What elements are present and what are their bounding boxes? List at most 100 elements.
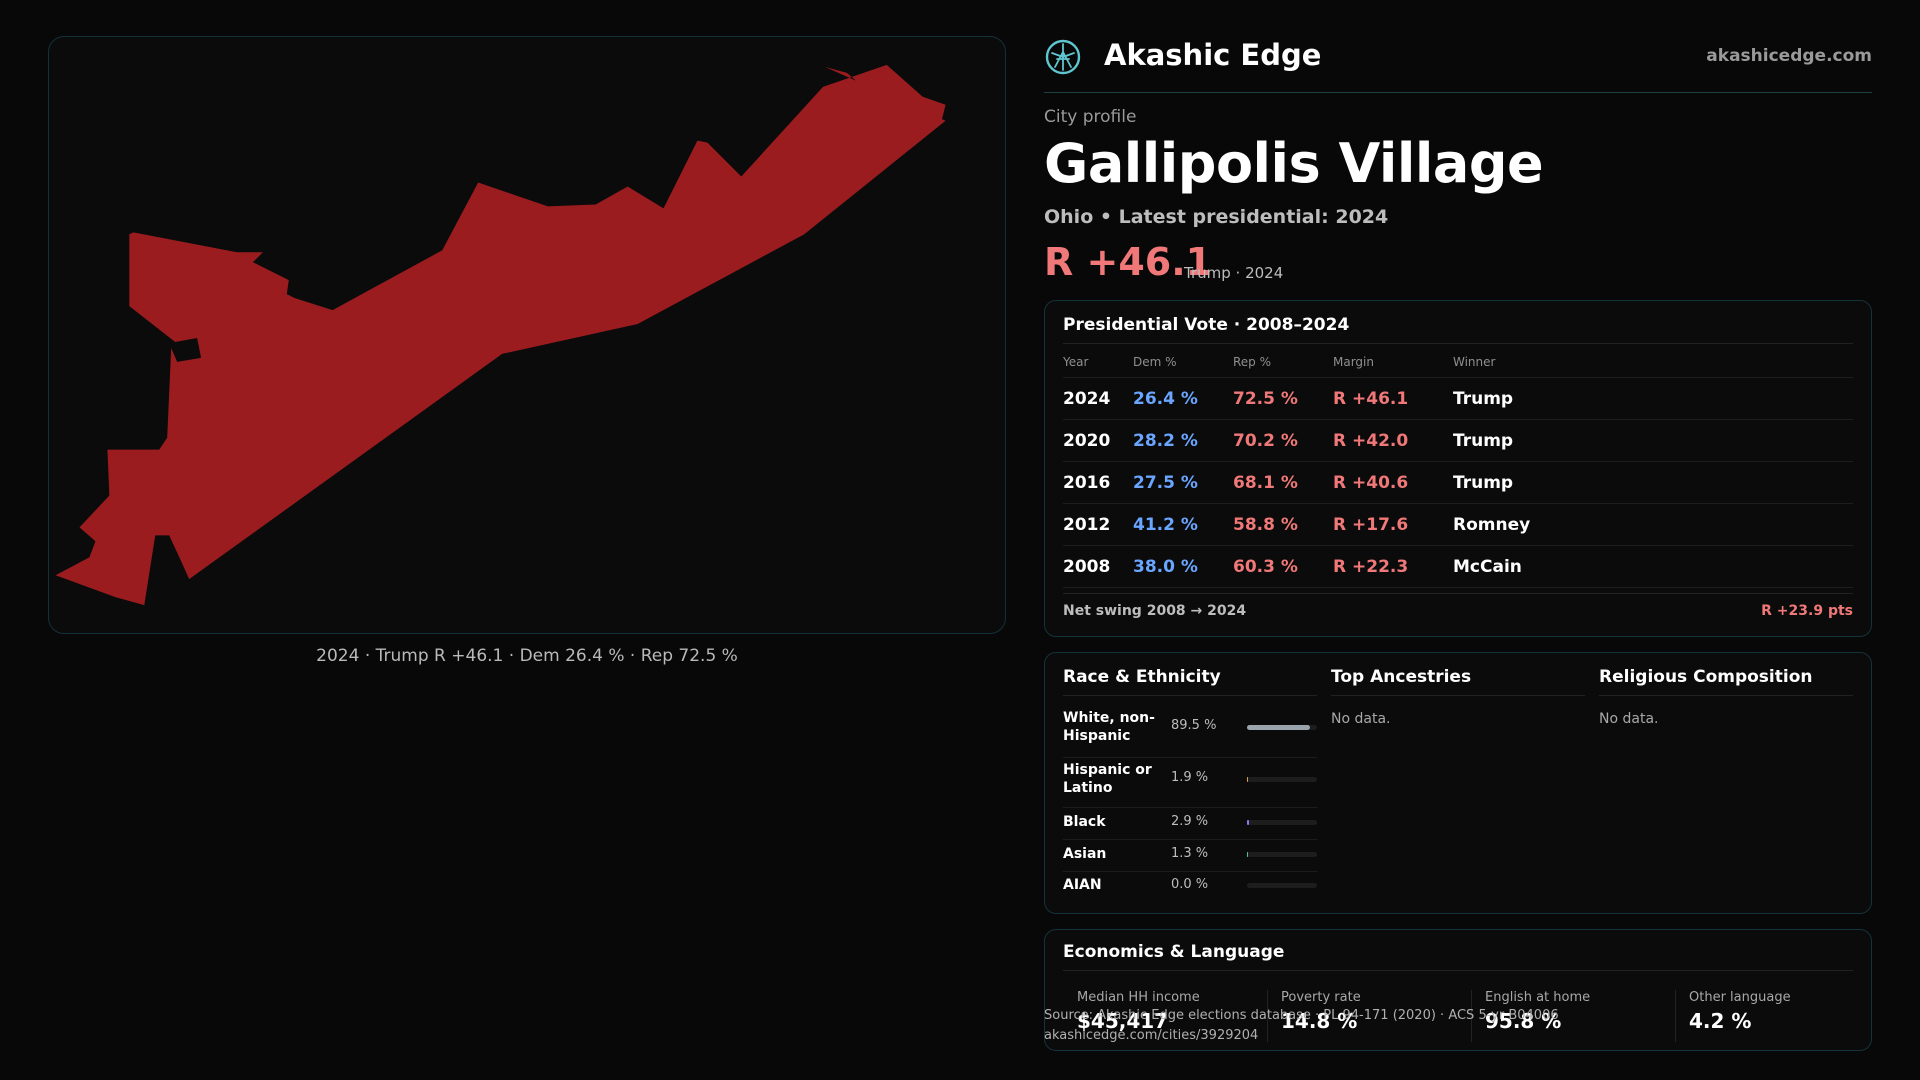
race-row-white: White, non-Hispanic 89.5 % [1063,707,1317,758]
race-bar-track [1247,777,1317,782]
divider [1331,695,1585,696]
net-swing-value: R +23.9 pts [1761,603,1853,619]
city-boundary-map[interactable] [48,36,1006,634]
year-cell: 2008 [1063,545,1133,588]
race-bar-track [1247,852,1317,857]
margin-cell: R +42.0 [1333,419,1453,462]
globe-logo-icon[interactable] [1044,38,1082,76]
race-label: Asian [1063,846,1107,862]
race-bar-track [1247,820,1317,825]
race-pct: 1.3 % [1171,846,1209,861]
winner-cell: Romney [1453,503,1853,546]
stat-median-income: Median HH income $45,417 [1077,990,1200,1033]
dem-cell: 41.2 % [1133,503,1233,546]
source-line: Source: Akashic Edge elections database … [1044,1008,1559,1023]
race-pct: 2.9 % [1171,814,1209,829]
rep-cell: 72.5 % [1233,377,1333,420]
race-bar-fill [1247,725,1310,730]
rep-cell: 60.3 % [1233,545,1333,588]
stat-value: 14.8 % [1281,1009,1358,1033]
winner-cell: McCain [1453,545,1853,588]
race-bar-fill [1247,852,1249,857]
race-label: Hispanic or Latino [1063,762,1152,796]
headline-margin: R +46.1 [1044,240,1213,284]
profile-subtitle: Ohio • Latest presidential: 2024 [1044,206,1389,228]
margin-cell: R +17.6 [1333,503,1453,546]
rep-cell: 58.8 % [1233,503,1333,546]
stat-label: English at home [1485,990,1591,1005]
source-note: Source: Akashic Edge elections database … [1044,1006,1559,1046]
race-row-hispanic: Hispanic or Latino 1.9 % [1063,757,1317,808]
divider [1471,990,1472,1042]
source-url[interactable]: akashicedge.com/cities/3929204 [1044,1028,1259,1043]
economics-language-card: Economics & Language Median HH income $4… [1044,929,1872,1051]
rep-cell: 68.1 % [1233,461,1333,504]
stat-other-language: Other language 4.2 % [1689,990,1791,1033]
demographics-card: Race & Ethnicity White, non-Hispanic 89.… [1044,652,1872,914]
ancestries-empty: No data. [1331,711,1391,727]
margin-cell: R +40.6 [1333,461,1453,504]
profile-kicker: City profile [1044,107,1137,127]
table-row: 2016 27.5 % 68.1 % R +40.6 Trump [1063,461,1853,504]
stat-english-at-home: English at home 95.8 % [1485,990,1590,1033]
column-header-year: Year [1063,347,1133,378]
winner-cell: Trump [1453,419,1853,462]
dem-cell: 28.2 % [1133,419,1233,462]
divider [1675,990,1676,1042]
table-row: 2008 38.0 % 60.3 % R +22.3 McCain [1063,545,1853,588]
stat-value: $45,417 [1077,1009,1169,1033]
race-bar-fill [1247,777,1249,782]
divider [1063,695,1317,696]
column-header-winner: Winner [1453,347,1853,378]
winner-cell: Trump [1453,377,1853,420]
race-row-aian: AIAN 0.0 % [1063,871,1317,901]
year-cell: 2012 [1063,503,1133,546]
race-pct: 0.0 % [1171,877,1209,892]
race-ethnicity-title: Race & Ethnicity [1063,667,1221,687]
religious-composition-title: Religious Composition [1599,667,1813,687]
column-header-dem: Dem % [1133,347,1233,378]
dem-cell: 38.0 % [1133,545,1233,588]
table-row: 2012 41.2 % 58.8 % R +17.6 Romney [1063,503,1853,546]
race-row-asian: Asian 1.3 % [1063,839,1317,872]
religion-empty: No data. [1599,711,1659,727]
top-ancestries-title: Top Ancestries [1331,667,1472,687]
stat-value: 4.2 % [1689,1009,1752,1033]
city-boundary-shape[interactable] [55,64,946,606]
column-header-rep: Rep % [1233,347,1333,378]
stat-label: Median HH income [1077,990,1200,1005]
winner-cell: Trump [1453,461,1853,504]
race-bar-track [1247,883,1317,888]
race-pct: 1.9 % [1171,770,1209,785]
divider [1063,343,1853,344]
year-cell: 2016 [1063,461,1133,504]
stat-poverty-rate: Poverty rate 14.8 % [1281,990,1361,1033]
stat-value: 95.8 % [1485,1009,1562,1033]
race-label: White, non-Hispanic [1063,710,1155,744]
race-bar-track [1247,725,1317,730]
presidential-vote-card: Presidential Vote · 2008–2024 Year Dem %… [1044,300,1872,637]
margin-cell: R +22.3 [1333,545,1453,588]
headline-margin-note: Trump · 2024 [1184,264,1284,282]
economics-language-title: Economics & Language [1063,942,1285,962]
stat-label: Poverty rate [1281,990,1361,1005]
divider [1063,970,1853,971]
dem-cell: 27.5 % [1133,461,1233,504]
brand-name[interactable]: Akashic Edge [1104,38,1322,72]
table-row: 2020 28.2 % 70.2 % R +42.0 Trump [1063,419,1853,462]
map-svg [55,64,946,606]
column-header-margin: Margin [1333,347,1453,378]
site-link[interactable]: akashicedge.com [1706,46,1872,66]
race-label: AIAN [1063,877,1102,893]
divider [1267,990,1268,1042]
divider [1063,593,1853,594]
divider [1599,695,1853,696]
table-header-row: Year Dem % Rep % Margin Winner [1063,347,1853,378]
table-row: 2024 26.4 % 72.5 % R +46.1 Trump [1063,377,1853,420]
year-cell: 2024 [1063,377,1133,420]
app-header: Akashic Edge akashicedge.com [1044,36,1872,93]
rep-cell: 70.2 % [1233,419,1333,462]
presidential-vote-title: Presidential Vote · 2008–2024 [1063,315,1350,335]
year-cell: 2020 [1063,419,1133,462]
net-swing-label: Net swing 2008 → 2024 [1063,603,1247,619]
